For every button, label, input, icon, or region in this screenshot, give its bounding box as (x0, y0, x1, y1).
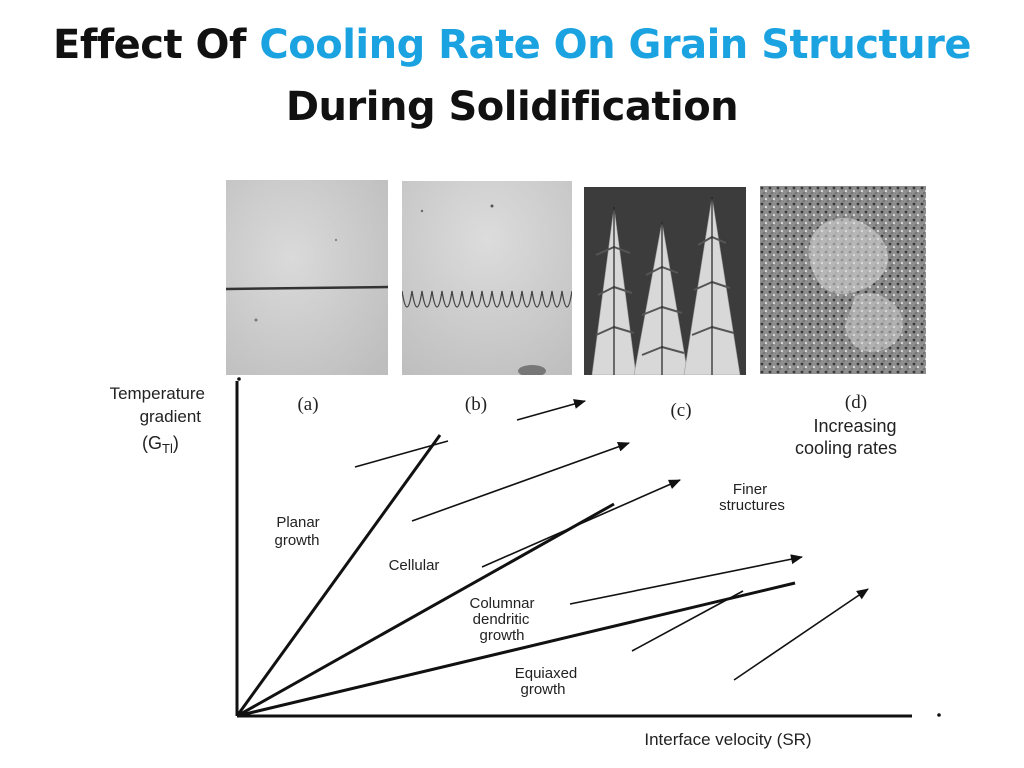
region-equiaxed-line-1: Equiaxed (515, 665, 578, 682)
label-a: (a) (297, 394, 318, 415)
title-accent: Cooling Rate On Grain Structure (259, 22, 971, 68)
y-axis-symbol: (GTl) (142, 433, 179, 456)
region-columnar-line-1: Columnar (469, 595, 534, 612)
title-line-2: During Solidification (285, 84, 739, 130)
cooling-arrow-1 (516, 399, 586, 421)
title-prefix: Effect Of (53, 22, 246, 68)
y-axis-tip (237, 377, 241, 381)
micrograph-c-image (584, 187, 746, 375)
micrograph-a-image (226, 180, 388, 375)
increasing-label-line-1: Increasing (813, 416, 896, 436)
columnar-equiaxed-boundary (236, 581, 796, 718)
micrograph-b-cellular (402, 181, 572, 375)
label-d: (d) (845, 392, 867, 413)
micrograph-d-image (760, 186, 926, 374)
region-equiaxed-line-2: growth (520, 681, 565, 698)
region-planar-line-2: growth (274, 532, 319, 549)
label-c: (c) (670, 400, 691, 421)
planar-cellular-boundary (235, 434, 442, 717)
x-axis-label: Interface velocity (SR) (644, 730, 811, 749)
cooling-arrow-6 (733, 588, 869, 681)
finer-label-line-1: Finer (733, 481, 767, 498)
slide-title: Effect Of Cooling Rate On Grain Structur… (0, 14, 1024, 138)
micrograph-a-planar (226, 180, 388, 375)
micrograph-c-dendritic (584, 187, 746, 375)
cooling-rate-arrows (354, 399, 869, 681)
y-axis-label-line-1: Temperature (110, 384, 205, 403)
region-columnar-line-2: dendritic (473, 611, 530, 628)
cooling-arrow-2 (411, 442, 630, 522)
increasing-label-line-2: cooling rates (795, 438, 897, 458)
cooling-arrow-4 (569, 554, 803, 605)
cellular-columnar-boundary (236, 502, 615, 718)
title-line-1: Effect Of Cooling Rate On Grain Structur… (0, 14, 1024, 76)
micrograph-b-image (402, 181, 572, 375)
cooling-arrow-3 (481, 479, 681, 568)
region-columnar-line-3: growth (479, 627, 524, 644)
finer-label-line-2: structures (719, 497, 785, 514)
region-cellular: Cellular (389, 557, 440, 574)
x-axis-tip (937, 713, 941, 717)
region-planar-line-1: Planar (276, 514, 319, 531)
micrograph-d-equiaxed (760, 186, 926, 374)
y-axis-label-line-2: gradient (140, 407, 202, 426)
label-b: (b) (465, 394, 487, 415)
cooling-arrow-1-stub (354, 440, 449, 468)
cooling-arrow-5-stub (631, 590, 744, 652)
